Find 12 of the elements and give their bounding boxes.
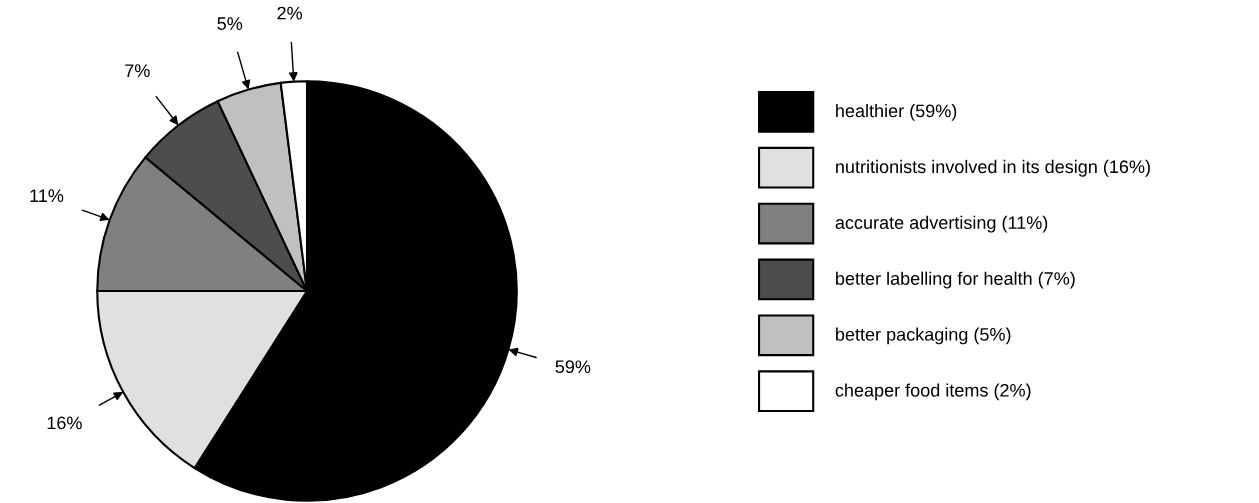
data-label: 59% bbox=[555, 360, 591, 374]
legend-label: cheaper food items (2%) bbox=[835, 383, 1031, 401]
legend-label: healthier (59%) bbox=[836, 103, 957, 121]
data-label: 7% bbox=[125, 64, 150, 77]
data-label: 11% bbox=[30, 189, 64, 202]
data-label: 16% bbox=[47, 416, 82, 430]
data-label: 5% bbox=[217, 17, 243, 30]
legend-label: better packaging (5%) bbox=[836, 327, 1011, 345]
legend-label: nutritionists involved in its design (16%) bbox=[836, 159, 1150, 177]
data-label: 2% bbox=[277, 6, 303, 20]
legend-label: better labelling for health (7%) bbox=[836, 271, 1075, 289]
legend-label: accurate advertising (11%) bbox=[835, 215, 1048, 233]
